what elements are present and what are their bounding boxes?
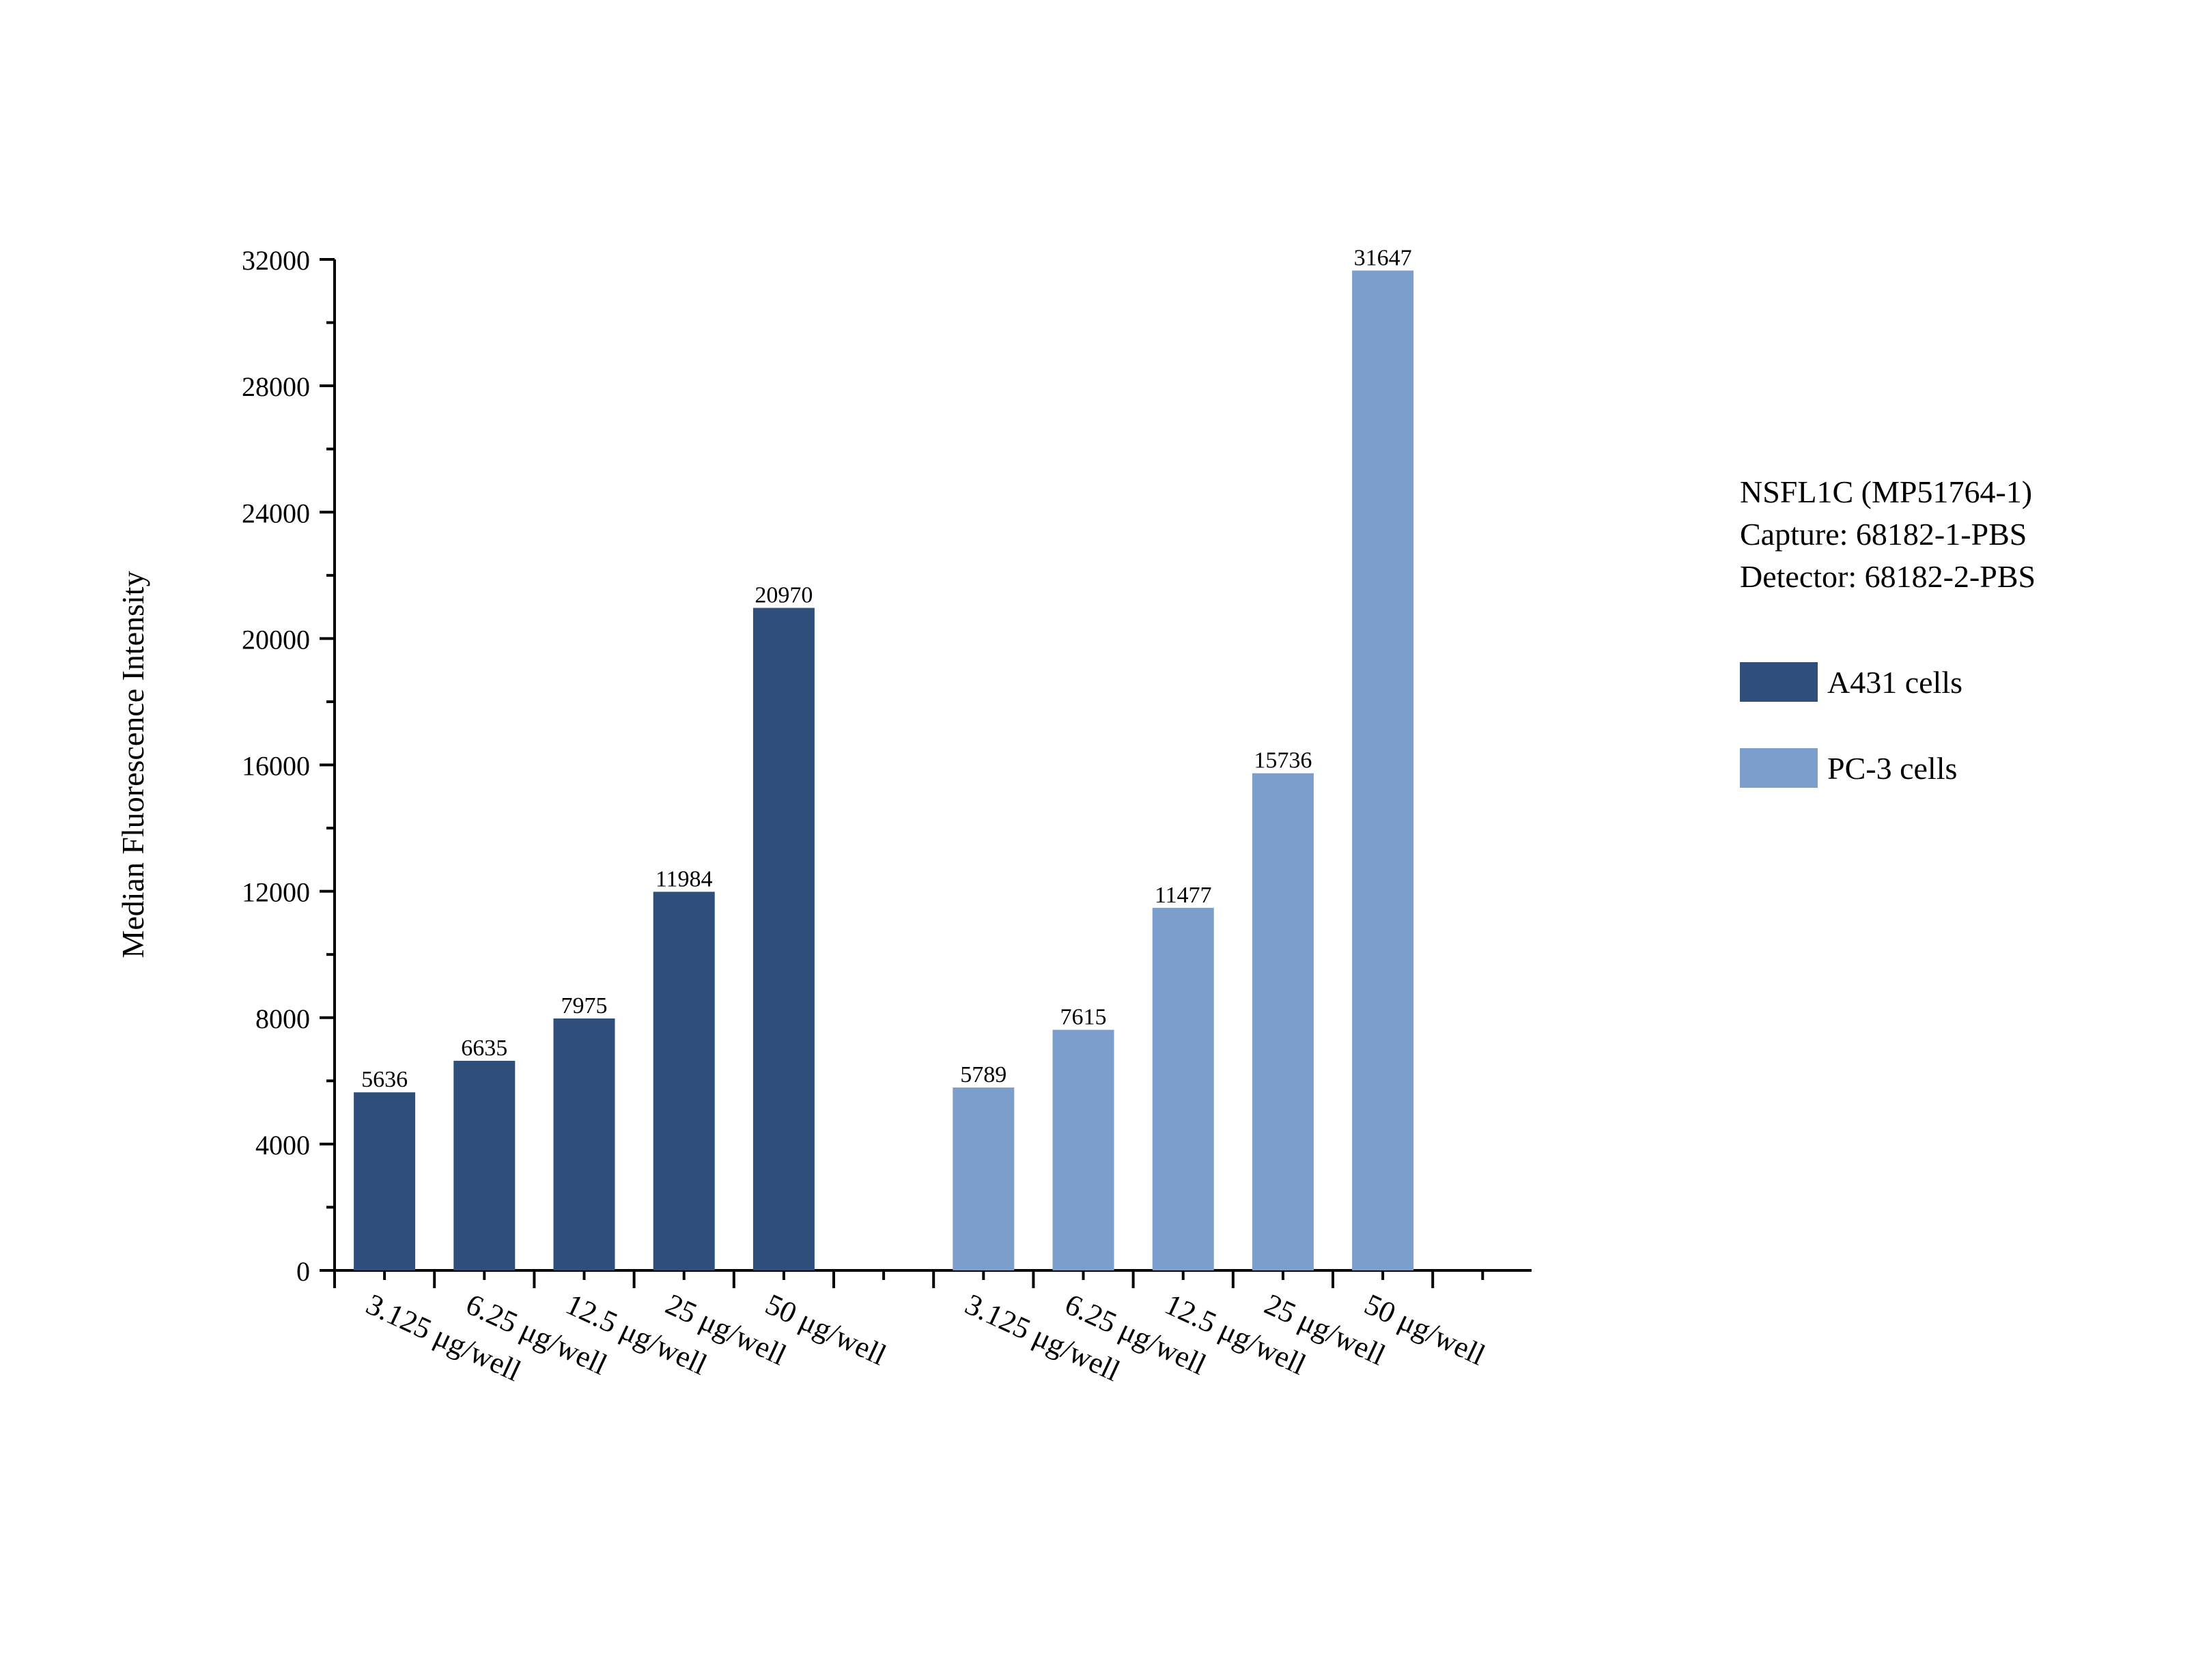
bar-value-label: 15736	[1254, 748, 1312, 773]
annotation-antigen: NSFL1C (MP51764-1)	[1740, 474, 2033, 509]
bar	[453, 1060, 516, 1270]
annotation-detector: Detector: 68182-2-PBS	[1740, 559, 2036, 594]
bars: 5636 6635 7975 11984 20970 5789 7615 11477 15736…	[354, 245, 1414, 1270]
annotation-capture: Capture: 68182-1-PBS	[1740, 517, 2027, 552]
bar-value-label: 5636	[361, 1067, 408, 1092]
y-axis: 0 4000 8000 12000 16000 20000 24000 28000 32000	[242, 245, 336, 1288]
y-tick-label: 32000	[242, 245, 310, 276]
y-tick-label: 16000	[242, 751, 310, 782]
legend-label-pc3: PC-3 cells	[1827, 750, 1958, 786]
y-tick-label: 24000	[242, 498, 310, 528]
legend-swatch-a431	[1740, 662, 1818, 702]
chart-annotation: NSFL1C (MP51764-1) Capture: 68182-1-PBS …	[1740, 471, 2036, 598]
bar-value-label: 31647	[1354, 245, 1412, 270]
bar	[1052, 1029, 1114, 1270]
bar	[553, 1018, 615, 1270]
bar	[1352, 270, 1414, 1270]
y-tick-label: 8000	[255, 1003, 310, 1034]
bar-value-label: 5789	[960, 1062, 1006, 1087]
bar	[653, 892, 715, 1270]
y-tick-label: 4000	[255, 1130, 310, 1161]
y-tick-label: 12000	[242, 877, 310, 908]
bar	[752, 608, 815, 1270]
y-tick-label: 28000	[242, 371, 310, 402]
bar	[1252, 773, 1314, 1270]
bar	[1152, 907, 1214, 1270]
bar	[354, 1092, 416, 1270]
bar-value-label: 7615	[1060, 1005, 1107, 1030]
legend-item-pc3: PC-3 cells	[1740, 747, 2036, 789]
legend: NSFL1C (MP51764-1) Capture: 68182-1-PBS …	[1740, 471, 2036, 833]
bar	[953, 1087, 1015, 1270]
y-tick-label: 20000	[242, 624, 310, 655]
legend-swatch-pc3	[1740, 748, 1818, 788]
bar-value-label: 11984	[656, 866, 713, 892]
y-tick-label: 0	[296, 1256, 310, 1287]
legend-item-a431: A431 cells	[1740, 661, 2036, 703]
bar-value-label: 7975	[561, 993, 608, 1019]
bar-value-label: 6635	[461, 1036, 507, 1061]
bar-value-label: 20970	[755, 582, 813, 608]
y-axis-label: Median Fluorescence Intensity	[115, 571, 150, 958]
bar-value-label: 11477	[1155, 883, 1212, 908]
legend-label-a431: A431 cells	[1827, 664, 1963, 700]
